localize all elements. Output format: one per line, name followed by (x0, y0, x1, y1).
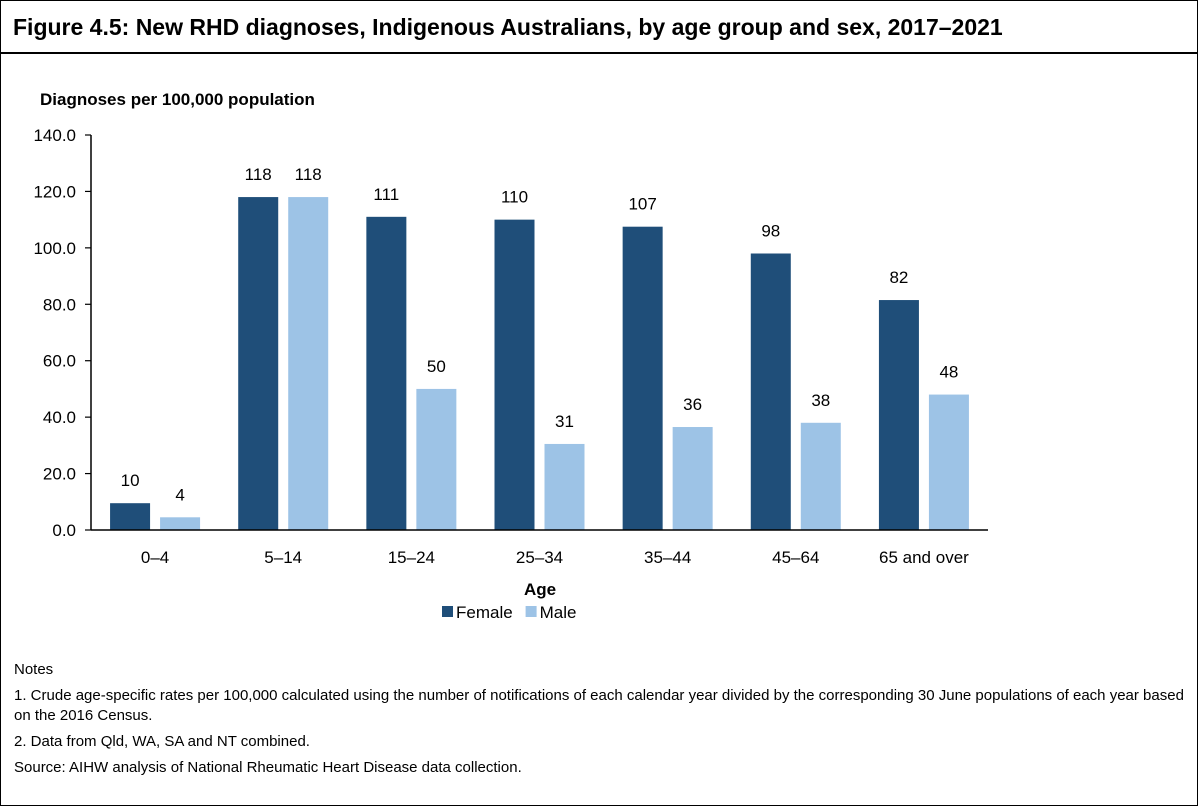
note-2: 2. Data from Qld, WA, SA and NT combined… (14, 733, 310, 750)
x-tick-label: 5–14 (264, 548, 302, 567)
y-tick-label: 80.0 (43, 295, 76, 314)
legend-label-male: Male (540, 603, 577, 622)
bar-female (110, 503, 151, 530)
bar-male (416, 388, 457, 530)
figure-title: Figure 4.5: New RHD diagnoses, Indigenou… (13, 14, 1003, 40)
data-label: 118 (245, 165, 272, 184)
data-label: 107 (628, 195, 656, 214)
y-tick-label: 140.0 (33, 126, 76, 145)
data-label: 118 (295, 165, 322, 184)
legend-swatch-male (525, 606, 537, 617)
data-label: 50 (427, 357, 446, 376)
x-tick-label: 0–4 (141, 548, 169, 567)
legend-label-female: Female (456, 603, 513, 622)
note-1: 1. Crude age-specific rates per 100,000 … (14, 687, 1184, 724)
bar-male (544, 443, 585, 530)
bar-male (672, 427, 713, 530)
bar-male (928, 394, 969, 530)
y-tick-label: 40.0 (43, 408, 76, 427)
y-tick-label: 120.0 (33, 182, 76, 201)
bar-female (750, 253, 791, 530)
x-tick-label: 15–24 (388, 548, 435, 567)
data-label: 48 (939, 363, 958, 382)
title-divider (0, 52, 1198, 54)
data-label: 110 (501, 188, 528, 207)
y-tick-label: 20.0 (43, 465, 76, 484)
x-tick-label: 35–44 (644, 548, 691, 567)
bar-male (800, 422, 841, 530)
source-note: Source: AIHW analysis of National Rheuma… (14, 759, 522, 776)
y-tick-label: 60.0 (43, 352, 76, 371)
bar-male (288, 197, 329, 531)
data-label: 98 (761, 222, 780, 241)
x-tick-label: 25–34 (516, 548, 563, 567)
data-label: 10 (121, 471, 140, 490)
bar-female (238, 197, 279, 531)
data-label: 82 (889, 268, 908, 287)
data-label: 31 (555, 412, 574, 431)
bar-female (878, 300, 919, 530)
data-label: 4 (175, 485, 184, 504)
bar-female (366, 216, 407, 531)
y-axis-title: Diagnoses per 100,000 population (40, 90, 315, 109)
y-tick-label: 0.0 (52, 521, 76, 540)
bar-female (622, 226, 663, 531)
data-label: 38 (811, 391, 830, 410)
y-tick-label: 100.0 (33, 239, 76, 258)
notes-heading: Notes (14, 661, 54, 678)
notes-section: Notes 1. Crude age-specific rates per 10… (14, 660, 1189, 784)
data-label: 111 (373, 185, 399, 204)
x-tick-label: 45–64 (772, 548, 819, 567)
x-axis-title: Age (524, 580, 556, 599)
legend-swatch-female (442, 606, 453, 617)
bar-female (494, 219, 535, 530)
data-label: 36 (683, 395, 702, 414)
bar-chart: Diagnoses per 100,000 population 0.0 20.0 4… (33, 90, 988, 622)
x-tick-label: 65 and over (879, 548, 969, 567)
bar-male (160, 517, 201, 530)
